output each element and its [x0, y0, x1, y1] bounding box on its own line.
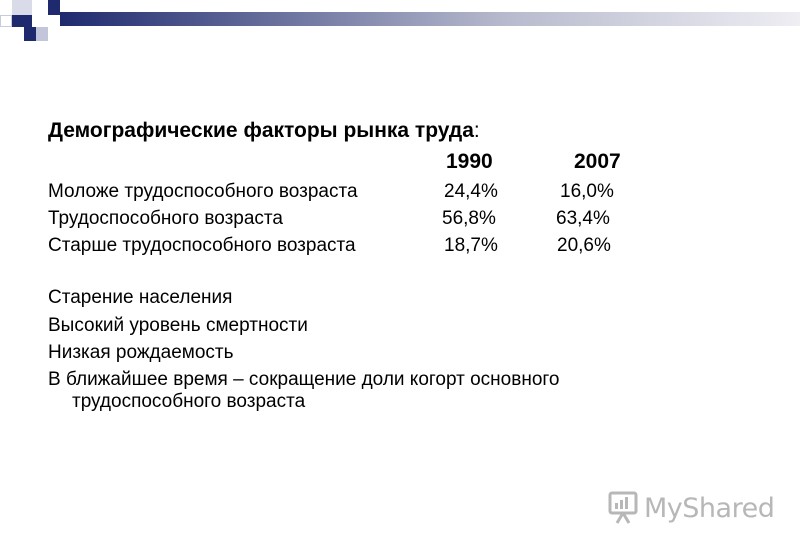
decor-square [24, 27, 36, 41]
value-1990: 24,4% [444, 181, 498, 202]
value-2007: 20,6% [557, 235, 611, 256]
table-row: Моложе трудоспособного возраста 24,4% 16… [48, 181, 614, 203]
value-1990: 56,8% [442, 208, 496, 229]
slide-title-colon: : [473, 119, 480, 142]
decor-square [36, 27, 48, 41]
decor-square [0, 15, 12, 27]
list-item: Старение населения [48, 287, 233, 308]
decor-square [48, 0, 60, 15]
row-label: Старше трудоспособного возраста [48, 235, 356, 256]
list-item: Высокий уровень смертности [48, 315, 308, 336]
slide-title-text: Демографические факторы рынка труда [48, 119, 474, 142]
list-item-line: трудоспособного возраста [72, 391, 306, 412]
decor-square [12, 15, 32, 27]
watermark: MyShared [608, 488, 775, 528]
header-gradient-bar [60, 12, 800, 26]
decor-square [32, 0, 48, 15]
decor-square [12, 0, 32, 15]
row-label: Трудоспособного возраста [48, 208, 283, 229]
value-1990: 18,7% [444, 235, 498, 256]
value-2007: 63,4% [556, 208, 610, 229]
watermark-text: MyShared [644, 492, 775, 524]
value-2007: 16,0% [560, 181, 614, 202]
presentation-board-icon [608, 491, 638, 525]
row-label: Моложе трудоспособного возраста [48, 181, 358, 202]
table-row: Трудоспособного возраста 56,8% 63,4% [48, 208, 610, 230]
table-row: Старше трудоспособного возраста 18,7% 20… [48, 235, 611, 257]
column-header-year: 1990 [446, 150, 493, 173]
list-item: В ближайшее время – сокращение доли кого… [48, 369, 748, 413]
list-item-line: В ближайшее время – сокращение доли кого… [48, 369, 560, 390]
slide-title: Демографические факторы рынка труда: [48, 119, 480, 143]
list-item: Низкая рождаемость [48, 342, 234, 363]
column-header-year: 2007 [574, 150, 621, 173]
